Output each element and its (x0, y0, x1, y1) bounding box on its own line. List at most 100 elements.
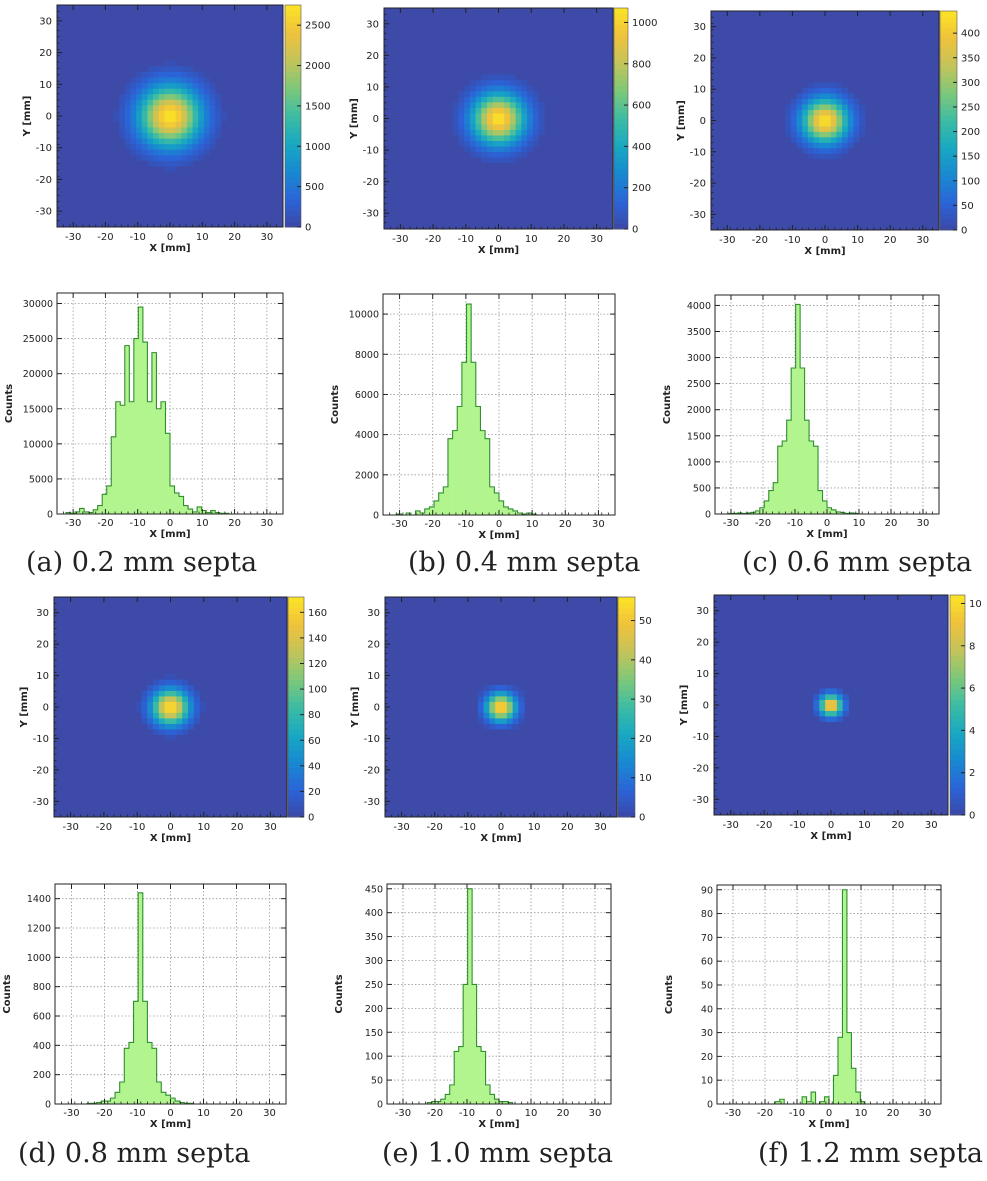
histogram-bar (466, 304, 472, 515)
heatmap-cell (790, 109, 797, 116)
colorbar-segment (285, 60, 301, 67)
heatmap-cell (147, 110, 154, 117)
heatmap-cell (209, 104, 216, 111)
heatmap-cell (181, 149, 188, 156)
heatmap-cell (483, 701, 490, 708)
heatmap-cell (521, 107, 528, 114)
heatmap-cell (830, 87, 837, 94)
colorbar-segment (940, 82, 957, 89)
heatmap-cell (153, 143, 160, 150)
heatmap-cell (158, 77, 165, 84)
heatmap-cell (124, 116, 131, 122)
heatmap-cell (181, 154, 188, 161)
colorbar-frame (284, 4, 302, 228)
histogram-bar (507, 1102, 513, 1104)
heatmap-cell (209, 116, 216, 122)
heatmap-cell (509, 85, 517, 92)
colorbar-segment (618, 602, 635, 609)
x-tick-label: 0 (496, 519, 502, 530)
heatmap-cell (469, 151, 477, 158)
colorbar-segment (285, 121, 301, 128)
colorbar-segment (618, 756, 635, 763)
x-tick-label: -30 (391, 519, 407, 530)
heatmap-cell (175, 82, 182, 89)
heatmap-cell (506, 696, 513, 702)
heatmap-cell (135, 701, 142, 708)
heatmap-cell (124, 121, 131, 128)
heatmap-cell (198, 71, 205, 78)
heatmap-cell (842, 98, 849, 105)
histogram-bar (188, 509, 193, 514)
heatmap-cell (802, 131, 809, 138)
histogram-bar (197, 506, 202, 514)
y-tick-label: 10 (39, 80, 52, 91)
heatmap-cell (175, 77, 182, 84)
heatmap-cell (164, 149, 171, 156)
heatmap-cell (153, 679, 160, 686)
heatmap-cell (175, 160, 182, 167)
heatmap-cell (203, 93, 210, 100)
colorbar-segment (285, 49, 301, 56)
heatmap-cell (830, 120, 837, 127)
colorbar-segment (288, 630, 304, 636)
colorbar-tick-label: 300 (961, 78, 980, 89)
heatmap-cell (187, 685, 195, 691)
y-axis-label: Y [mm] (350, 687, 361, 729)
heatmap-cell (182, 685, 189, 691)
colorbar-frame (287, 596, 305, 818)
colorbar-segment (288, 597, 304, 603)
histogram-bar (79, 508, 85, 514)
heatmap-cell (192, 127, 199, 134)
heatmap-cell (141, 696, 148, 702)
heatmap-cell (807, 98, 814, 105)
colorbar-segment (940, 115, 957, 121)
colorbar-segment (285, 5, 301, 12)
heatmap-cell (147, 104, 154, 111)
heatmap-cell (181, 93, 188, 100)
heatmap-cell (464, 90, 471, 97)
histogram-bar (775, 1101, 781, 1104)
heatmap-cell (158, 71, 165, 78)
heatmap-cell (483, 696, 490, 702)
histogram-bar (443, 486, 449, 515)
histogram-bar (490, 1094, 495, 1104)
colorbar-segment (618, 619, 635, 625)
heatmap-cell (203, 88, 210, 95)
colorbar-segment (940, 191, 957, 198)
heatmap-cell (512, 707, 519, 713)
heatmap-cell (141, 71, 148, 78)
heatmap-cell (842, 115, 849, 121)
heatmap-cell (515, 118, 522, 125)
heatmap-cell (164, 154, 171, 161)
heatmap-cell (842, 699, 849, 706)
x-tick-label: 30 (919, 1108, 932, 1119)
heatmap-cell (119, 116, 126, 122)
heatmap-cell (209, 93, 216, 100)
heatmap-cell (847, 98, 854, 105)
heatmap-cell (538, 112, 545, 119)
heatmap-cell (215, 110, 222, 117)
colorbar-segment (285, 177, 301, 184)
histogram-bar (84, 511, 89, 514)
heatmap-cell (147, 82, 154, 89)
heatmap-cell (141, 154, 148, 161)
histogram-bar (526, 512, 532, 515)
heatmap-cell (819, 716, 826, 722)
heatmap-cell (176, 729, 183, 735)
heatmap-cell (498, 112, 505, 119)
heatmap-cell (181, 110, 188, 117)
heatmap-cell (807, 93, 814, 99)
heatmap-cell (153, 696, 160, 702)
colorbar-tick-label: 160 (308, 608, 327, 619)
y-tick-label: -10 (690, 147, 706, 158)
heatmap-cell (209, 143, 216, 150)
heatmap-cell (469, 129, 477, 136)
x-tick-label: 30 (260, 232, 273, 243)
colorbar-segment (288, 740, 304, 746)
colorbar-segment (285, 171, 301, 178)
x-tick-label: 10 (851, 235, 864, 246)
heatmap-cell (831, 705, 838, 711)
colorbar-segment (614, 35, 628, 42)
heatmap-cell (193, 718, 201, 724)
